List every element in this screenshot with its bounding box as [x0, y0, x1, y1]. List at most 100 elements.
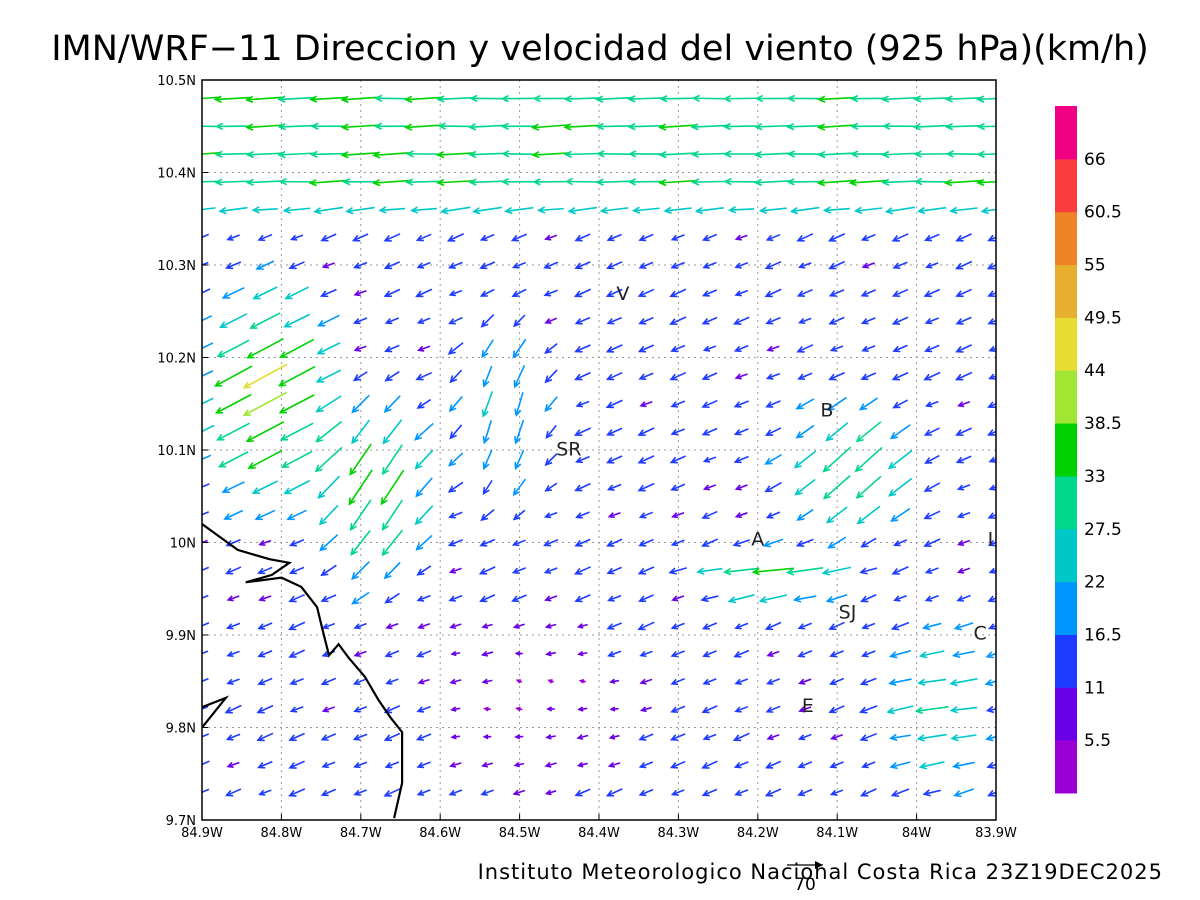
- wind-arrow-head: [481, 349, 489, 359]
- wind-arrow-shaft: [575, 788, 591, 797]
- wind-arrow-shaft: [703, 733, 717, 740]
- wind-arrow-shaft: [767, 372, 781, 380]
- wind-arrow-head: [450, 650, 457, 657]
- wind-arrow-shaft: [735, 705, 749, 713]
- wind-arrow-head: [415, 290, 424, 298]
- wind-arrow-shaft: [483, 420, 493, 443]
- wind-arrow-shaft: [696, 206, 724, 213]
- wind-arrow: [701, 760, 718, 769]
- wind-arrow-head: [416, 345, 425, 352]
- wind-arrow-shaft: [986, 652, 996, 658]
- wind-arrow-head: [352, 262, 361, 269]
- wind-arrow: [858, 397, 878, 411]
- wind-arrow: [574, 594, 591, 603]
- wind-arrow-head: [481, 409, 489, 418]
- wind-arrow: [575, 400, 590, 408]
- wind-arrow: [409, 206, 437, 214]
- wind-arrow: [765, 511, 781, 519]
- wind-arrow-head: [547, 679, 553, 684]
- wind-arrow-head: [573, 290, 583, 298]
- wind-arrow-shaft: [989, 624, 996, 630]
- wind-arrow: [405, 178, 442, 186]
- wind-arrow-shaft: [257, 704, 274, 714]
- wind-arrow: [479, 594, 496, 603]
- wind-arrow-head: [221, 486, 230, 493]
- wind-arrow: [202, 539, 208, 544]
- wind-arrow: [954, 371, 973, 381]
- wind-arrow-head: [191, 404, 198, 409]
- wind-arrow: [701, 399, 718, 409]
- wind-arrow-head: [288, 762, 297, 769]
- wind-arrow: [283, 479, 311, 495]
- wind-arrow-shaft: [481, 339, 494, 358]
- wind-arrow: [951, 650, 975, 659]
- wind-arrow: [889, 733, 911, 742]
- wind-arrow-head: [514, 436, 522, 445]
- wind-arrow-shaft: [671, 483, 686, 491]
- wind-arrow-head: [225, 623, 234, 630]
- wind-arrow-head: [226, 650, 234, 658]
- wind-arrow-shaft: [290, 538, 305, 547]
- wind-arrow-head: [574, 595, 583, 603]
- wind-arrow: [214, 178, 252, 186]
- wind-arrow: [385, 622, 399, 630]
- wind-arrow: [257, 622, 273, 630]
- wind-arrow-head: [191, 376, 198, 381]
- wind-arrow-shaft: [227, 622, 241, 629]
- wind-arrow-head: [980, 206, 989, 215]
- wind-arrow: [793, 450, 817, 469]
- wind-arrow-head: [575, 456, 583, 464]
- wind-arrow-head: [891, 234, 900, 242]
- wind-arrow-shaft: [924, 510, 941, 520]
- wind-arrow: [976, 95, 996, 103]
- wind-arrow-shaft: [416, 534, 433, 551]
- wind-arrow-shaft: [481, 313, 495, 328]
- wind-arrow-head: [436, 151, 445, 159]
- wind-arrow-shaft: [351, 394, 370, 413]
- wind-arrow-head: [279, 433, 289, 441]
- wind-arrow: [351, 591, 370, 605]
- wind-arrow-head: [511, 262, 520, 269]
- wind-arrow-head: [257, 567, 266, 575]
- wind-arrow: [417, 678, 430, 685]
- wind-arrow-head: [785, 122, 795, 131]
- wind-arrow-shaft: [888, 449, 913, 469]
- wind-arrow-head: [628, 150, 637, 158]
- wind-arrow-head: [544, 485, 552, 492]
- wind-arrow-head: [448, 512, 456, 519]
- wind-arrow-shaft: [246, 96, 285, 101]
- wind-arrow-head: [639, 706, 647, 713]
- wind-arrow-shaft: [311, 152, 347, 156]
- wind-arrow-shaft: [823, 475, 851, 499]
- wind-arrow: [957, 401, 971, 408]
- wind-arrow: [351, 419, 371, 445]
- wind-arrow-head: [859, 789, 869, 797]
- wind-arrow-shaft: [514, 449, 525, 469]
- wind-arrow-shaft: [258, 566, 273, 574]
- wind-arrow: [481, 678, 493, 685]
- wind-arrow-shaft: [202, 261, 209, 266]
- wind-arrow: [825, 422, 849, 442]
- wind-arrow-head: [923, 373, 932, 381]
- wind-arrow: [638, 511, 654, 519]
- wind-arrow: [512, 509, 526, 521]
- wind-arrow-head: [954, 373, 964, 381]
- wind-arrow-head: [638, 262, 647, 269]
- wind-arrow-shaft: [819, 152, 856, 156]
- wind-arrow: [282, 206, 311, 214]
- wind-arrow-head: [733, 401, 742, 408]
- wind-arrow-shaft: [640, 650, 653, 657]
- wind-arrow-shaft: [202, 397, 214, 405]
- wind-arrow: [514, 449, 525, 471]
- wind-arrow-head: [914, 706, 924, 715]
- wind-arrow-head: [320, 789, 329, 797]
- coast-line: [202, 523, 404, 819]
- wind-arrow-shaft: [978, 153, 996, 156]
- wind-arrow: [785, 567, 824, 576]
- wind-arrow-head: [514, 734, 521, 740]
- wind-arrow-shaft: [513, 789, 526, 795]
- wind-arrow-head: [224, 706, 233, 714]
- wind-arrow-head: [315, 375, 325, 383]
- wind-arrow: [607, 594, 622, 602]
- wind-arrow: [923, 482, 941, 492]
